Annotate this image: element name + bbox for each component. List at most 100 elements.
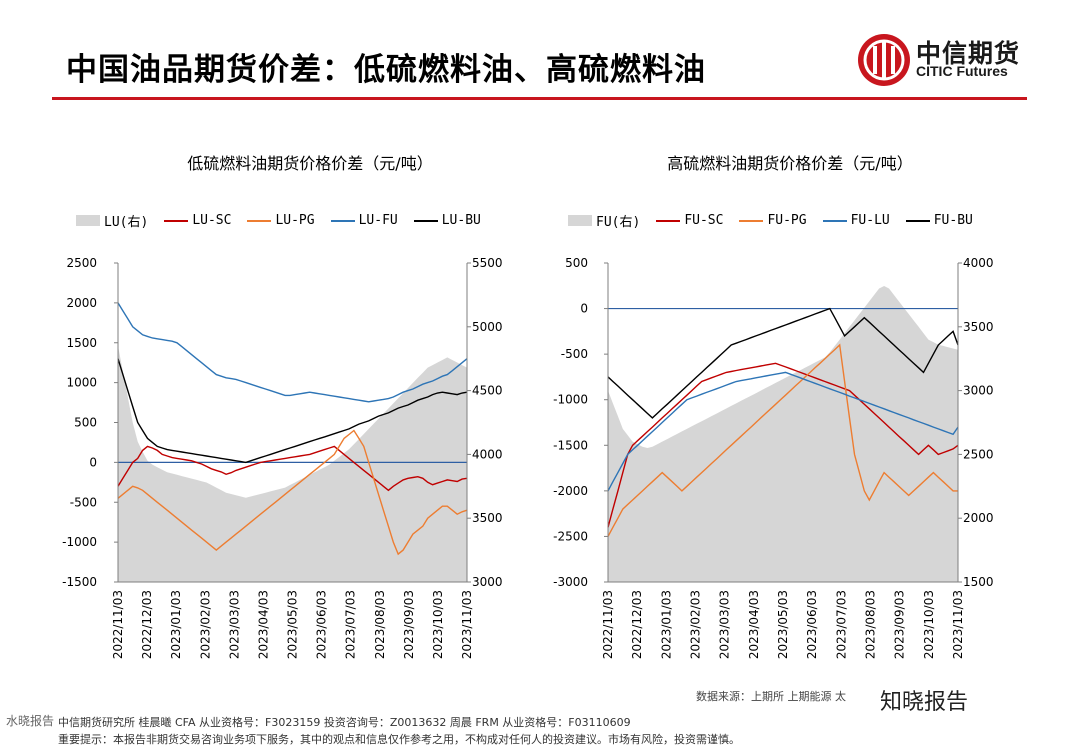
legend-item: FU-SC bbox=[656, 211, 723, 230]
chart1-x-tick: 2022/11/03 bbox=[111, 590, 125, 659]
chart2-yright-tick: 2500 bbox=[963, 447, 994, 461]
legend-swatch bbox=[656, 219, 681, 222]
chart2-yleft-tick: -1500 bbox=[553, 438, 588, 452]
chart2-line-FU-PG bbox=[607, 343, 958, 537]
chart1-x-tick: 2023/08/03 bbox=[373, 590, 387, 659]
chart1-yright-tick: 5500 bbox=[472, 256, 503, 270]
chart2-yleft-tick: -500 bbox=[561, 347, 588, 361]
chart1-x-tick: 2023/02/03 bbox=[198, 590, 212, 659]
chart2-yleft-tick: 500 bbox=[565, 256, 588, 270]
legend-item: FU-PG bbox=[739, 211, 807, 230]
chart2-yleft-tick: -3000 bbox=[553, 575, 588, 589]
footer-authors: 中信期货研究所 桂晨曦 CFA 从业资格号：F3023159 投资咨询号：Z00… bbox=[58, 716, 631, 729]
chart2-x-tick: 2023/05/03 bbox=[776, 590, 790, 659]
legend-label: LU-FU bbox=[358, 213, 398, 228]
chart1-yleft-tick: 2500 bbox=[66, 256, 97, 270]
chart2-x-tick: 2023/01/03 bbox=[659, 590, 673, 659]
citic-emblem-icon bbox=[858, 34, 910, 86]
legend-swatch bbox=[905, 219, 930, 222]
chart1-yleft-tick: 1500 bbox=[66, 336, 97, 350]
legend-swatch bbox=[413, 219, 438, 222]
legend-item: LU-BU bbox=[413, 211, 481, 230]
chart1-line-LU-SC bbox=[117, 445, 468, 492]
chart2-yleft-tick: -1000 bbox=[553, 393, 588, 407]
legend-label: FU(右) bbox=[596, 215, 641, 230]
chart1-x-tick: 2023/11/03 bbox=[460, 590, 474, 659]
chart1-yright-tick: 3500 bbox=[472, 511, 503, 525]
chart1-title: 低硫燃料油期货价格价差（元/吨） bbox=[187, 154, 433, 173]
legend-swatch bbox=[330, 219, 355, 222]
legend-swatch bbox=[247, 219, 272, 222]
legend-swatch bbox=[739, 219, 764, 222]
chart1-x-tick: 2023/04/03 bbox=[256, 590, 270, 659]
chart1-yright-tick: 3000 bbox=[472, 575, 503, 589]
chart1-yleft-tick: 2000 bbox=[66, 296, 97, 310]
legend-label: LU(右) bbox=[104, 215, 149, 230]
chart1-x-tick: 2022/12/03 bbox=[140, 590, 154, 659]
chart2-x-tick: 2023/07/03 bbox=[834, 590, 848, 659]
chart2-yright-tick: 3500 bbox=[963, 320, 994, 334]
chart1-yleft-tick: 0 bbox=[89, 455, 97, 469]
chart2-x-tick: 2023/09/03 bbox=[893, 590, 907, 659]
logo-en-text: CITIC Futures bbox=[916, 63, 1008, 79]
chart2-yright-tick: 2000 bbox=[963, 511, 994, 525]
chart2-x-tick: 2022/11/03 bbox=[601, 590, 615, 659]
chart1-line-LU-FU bbox=[117, 302, 468, 403]
legend-item: LU-FU bbox=[330, 211, 398, 230]
legend-label: FU-LU bbox=[850, 213, 890, 228]
legend-label: FU-PG bbox=[767, 213, 807, 228]
chart1-x-tick: 2023/06/03 bbox=[315, 590, 329, 659]
chart1-yleft-tick: -1000 bbox=[62, 535, 97, 549]
footer-disclaimer: 重要提示：本报告非期货交易咨询业务项下服务，其中的观点和信息仅作参考之用，不构成… bbox=[58, 733, 740, 746]
chart2-x-tick: 2023/11/03 bbox=[951, 590, 965, 659]
citic-logo: 中信期货 CITIC Futures bbox=[856, 32, 1046, 88]
chart2-yleft-tick: 0 bbox=[580, 302, 588, 316]
legend-label: FU-BU bbox=[933, 213, 973, 228]
legend-label: LU-SC bbox=[192, 213, 232, 228]
legend-item: LU-PG bbox=[247, 211, 315, 230]
watermark-text: 知晓报告 bbox=[880, 690, 969, 715]
chart1-area-LU(右) bbox=[118, 345, 467, 582]
chart2-line-FU-LU bbox=[607, 371, 959, 492]
chart1-x-tick: 2023/03/03 bbox=[227, 590, 241, 659]
chart1-yleft-tick: -1500 bbox=[62, 575, 97, 589]
chart1-line-LU-BU bbox=[117, 358, 468, 464]
chart1-x-tick: 2023/10/03 bbox=[431, 590, 445, 659]
chart2-x-tick: 2023/06/03 bbox=[805, 590, 819, 659]
chart2-yright-tick: 3000 bbox=[963, 384, 994, 398]
chart2-legend: FU(右) FU-SC FU-PG FU-LU FU-BU bbox=[568, 211, 989, 230]
chart2-title: 高硫燃料油期货价格价差（元/吨） bbox=[667, 154, 913, 173]
chart2-x-tick: 2023/04/03 bbox=[747, 590, 761, 659]
chart1-x-tick: 2023/01/03 bbox=[169, 590, 183, 659]
chart2-line-FU-BU bbox=[607, 307, 959, 419]
chart2-x-tick: 2023/10/03 bbox=[922, 590, 936, 659]
chart2-yright-tick: 4000 bbox=[963, 256, 994, 270]
chart2-yright-tick: 1500 bbox=[963, 575, 994, 589]
chart1-yright-tick: 5000 bbox=[472, 320, 503, 334]
source-note: 数据来源：上期所 上期能源 太 bbox=[696, 690, 846, 703]
logo-cn-text: 中信期货 bbox=[916, 39, 1021, 68]
legend-swatch bbox=[822, 219, 847, 222]
legend-swatch bbox=[568, 215, 592, 226]
chart2-line-FU-SC bbox=[607, 362, 959, 528]
chart2-x-tick: 2023/02/03 bbox=[689, 590, 703, 659]
chart2-x-tick: 2022/12/03 bbox=[630, 590, 644, 659]
title-underline bbox=[52, 97, 1027, 100]
chart2-x-tick: 2023/03/03 bbox=[718, 590, 732, 659]
chart2-yleft-tick: -2000 bbox=[553, 484, 588, 498]
chart1-yleft-tick: 500 bbox=[74, 416, 97, 430]
chart1-line-LU-PG bbox=[117, 429, 468, 556]
legend-label: FU-SC bbox=[684, 213, 724, 228]
legend-label: LU-BU bbox=[441, 213, 481, 228]
chart2-yleft-tick: -2500 bbox=[553, 529, 588, 543]
legend-swatch bbox=[164, 219, 189, 222]
chart1-yleft-tick: -500 bbox=[70, 495, 97, 509]
chart1-x-tick: 2023/09/03 bbox=[402, 590, 416, 659]
legend-item: LU-SC bbox=[164, 211, 231, 230]
legend-item: FU(右) bbox=[568, 211, 640, 230]
legend-swatch bbox=[76, 215, 100, 226]
watermark-small: 水晓报告 bbox=[6, 714, 55, 728]
chart1-x-tick: 2023/07/03 bbox=[344, 590, 358, 659]
legend-item: LU(右) bbox=[76, 211, 148, 230]
